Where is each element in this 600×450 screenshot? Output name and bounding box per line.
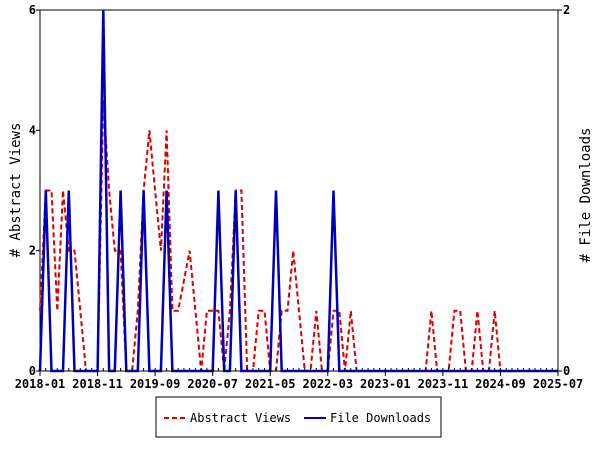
y-axis-title: # Abstract Views	[8, 123, 24, 258]
legend-label-views: Abstract Views	[190, 411, 291, 425]
x-tick-label: 2018-11	[72, 377, 123, 391]
legend: Abstract Views File Downloads	[155, 396, 442, 438]
y-tick-label: 0	[29, 364, 36, 378]
y2-tick-label: 2	[563, 3, 570, 17]
legend-label-downloads: File Downloads	[330, 411, 431, 425]
y2-tick-label: 0	[563, 364, 570, 378]
x-tick-label: 2020-07	[187, 377, 238, 391]
y-tick-label: 6	[29, 3, 36, 17]
x-tick-label: 2023-01	[360, 377, 411, 391]
x-tick-label: 2022-03	[302, 377, 353, 391]
x-tick-label: 2024-09	[475, 377, 526, 391]
x-tick-label: 2019-09	[130, 377, 181, 391]
x-tick-label: 2025-07	[533, 377, 584, 391]
y-tick-label: 2	[29, 244, 36, 258]
y-tick-label: 4	[29, 123, 36, 137]
x-tick-label: 2021-05	[245, 377, 296, 391]
x-tick-label: 2023-11	[418, 377, 469, 391]
x-tick-label: 2018-01	[15, 377, 66, 391]
y2-axis-title: # File Downloads	[578, 128, 594, 263]
